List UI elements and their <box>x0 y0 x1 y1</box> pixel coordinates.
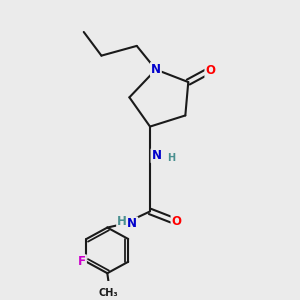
Text: CH₃: CH₃ <box>99 289 118 298</box>
Text: N: N <box>151 63 161 76</box>
Text: F: F <box>78 255 86 268</box>
Text: H: H <box>167 153 175 163</box>
Text: N: N <box>127 218 137 230</box>
Text: O: O <box>172 215 182 228</box>
Text: N: N <box>152 149 161 162</box>
Text: H: H <box>117 215 127 228</box>
Text: O: O <box>206 64 215 77</box>
